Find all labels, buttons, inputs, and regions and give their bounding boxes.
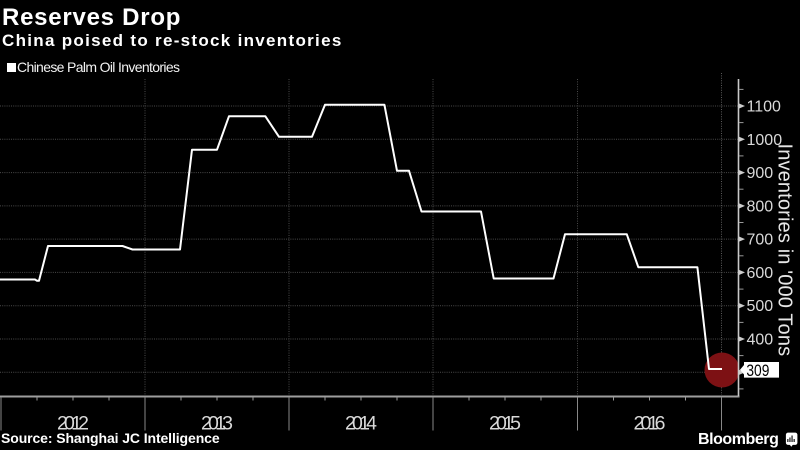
svg-text:900: 900 [747,165,774,182]
svg-text:2016: 2016 [634,413,666,435]
svg-text:500: 500 [747,298,774,315]
svg-text:2013: 2013 [201,413,233,435]
svg-text:2014: 2014 [345,413,377,435]
svg-text:2012: 2012 [57,413,89,435]
svg-text:1000: 1000 [747,132,783,149]
svg-text:600: 600 [747,265,774,282]
svg-text:400: 400 [747,332,774,349]
svg-text:309: 309 [746,361,769,380]
svg-text:800: 800 [747,198,774,215]
svg-text:Inventories in '000 Tons: Inventories in '000 Tons [774,144,796,357]
svg-text:1100: 1100 [747,99,782,116]
svg-text:2015: 2015 [489,413,521,435]
svg-text:700: 700 [747,232,774,249]
